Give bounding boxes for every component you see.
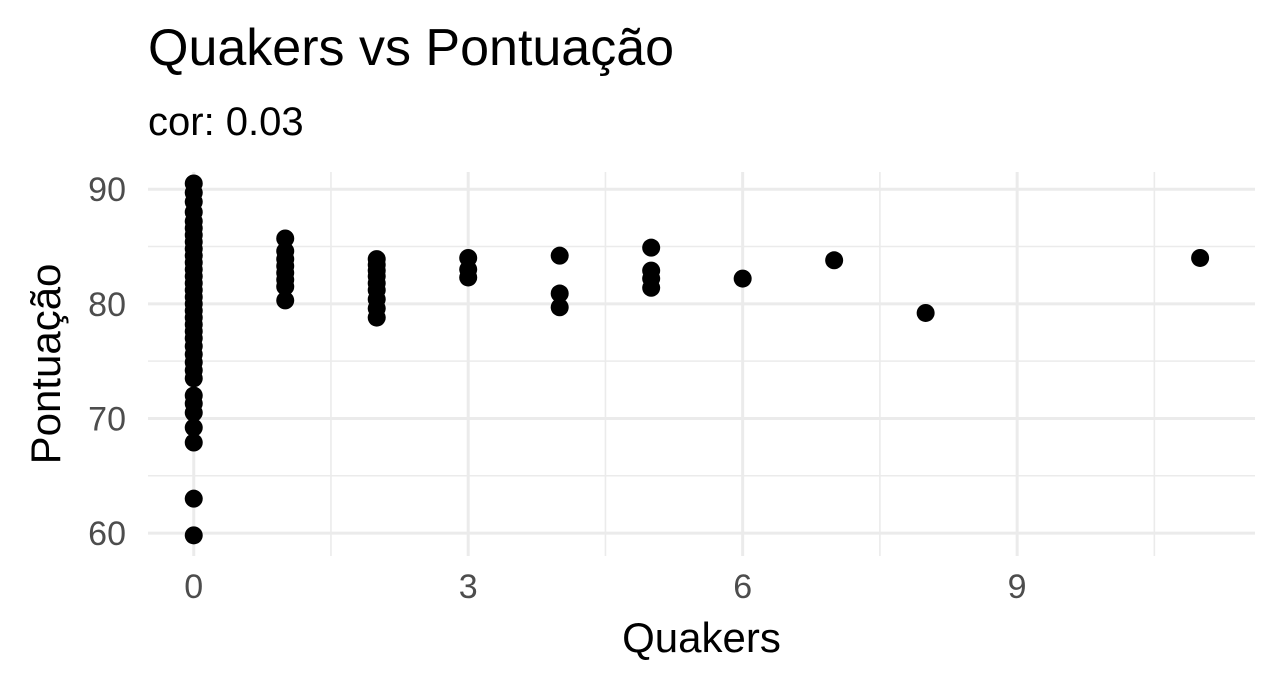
y-tick-label: 90 (88, 171, 126, 209)
data-point (550, 246, 569, 265)
x-tick-label: 9 (1008, 568, 1027, 606)
chart-title: Quakers vs Pontuação (148, 19, 675, 77)
data-point (184, 174, 203, 193)
tick-labels: 0 3 6 9 60 70 80 90 (88, 171, 1026, 606)
chart-subtitle: cor: 0.03 (148, 100, 304, 144)
data-point (550, 284, 569, 303)
data-point (184, 386, 203, 405)
y-tick-label: 80 (88, 286, 126, 324)
data-point (276, 229, 295, 248)
data-point (916, 303, 935, 322)
data-point (825, 251, 844, 270)
data-point (367, 250, 386, 269)
data-point (1191, 248, 1210, 267)
minor-gridlines (148, 172, 1255, 556)
data-point (550, 298, 569, 317)
data-point (733, 269, 752, 288)
y-axis-title: Pontuação (22, 264, 69, 465)
data-point (642, 238, 661, 257)
data-point (184, 418, 203, 437)
major-gridlines (148, 172, 1255, 556)
y-tick-label: 70 (88, 400, 126, 438)
data-point (642, 261, 661, 280)
x-tick-label: 0 (184, 568, 203, 606)
data-point (184, 489, 203, 508)
data-point (276, 291, 295, 310)
data-point (459, 248, 478, 267)
data-point (276, 242, 295, 261)
data-points (184, 174, 1210, 545)
x-tick-label: 3 (459, 568, 478, 606)
y-tick-label: 60 (88, 515, 126, 553)
data-point (184, 433, 203, 452)
data-point (184, 526, 203, 545)
x-tick-label: 6 (733, 568, 752, 606)
x-axis-title: Quakers (622, 614, 781, 661)
